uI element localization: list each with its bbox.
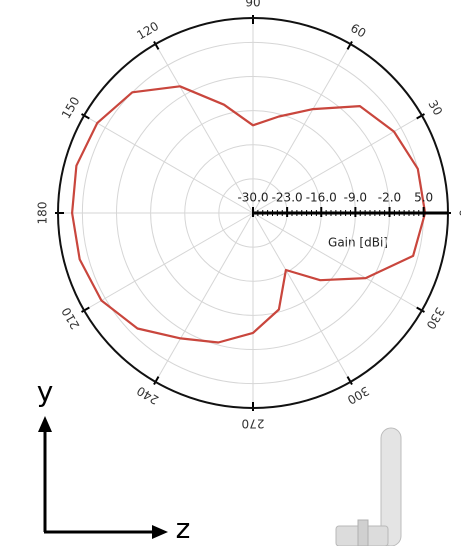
theta-tick (346, 376, 353, 385)
coordinate-axes: y z (37, 375, 191, 545)
radial-tick-label: -30.0 (237, 191, 268, 205)
radial-axis-label: Gain [dBi] (328, 236, 388, 250)
radial-tick-label: -2.0 (378, 191, 401, 205)
antenna (335, 427, 402, 546)
antenna-whip (380, 427, 402, 546)
theta-tick (346, 41, 353, 50)
grid-spoke (252, 212, 351, 383)
radial-tick-label: -23.0 (272, 191, 303, 205)
theta-tick (81, 306, 90, 313)
theta-tick (81, 113, 90, 120)
theta-tick-label: 90 (245, 0, 260, 10)
theta-tick-label: 330 (424, 305, 448, 332)
polar-grid: 0 30 60 90 120 150 180 210 240 270 300 330 (36, 0, 461, 431)
z-arrowhead (152, 525, 168, 539)
radial-tick-label: 5.0 (414, 191, 433, 205)
theta-tick (153, 41, 160, 50)
theta-tick-label: 210 (59, 305, 83, 332)
theta-tick-label: 150 (59, 94, 83, 121)
theta-tick-label: 240 (134, 384, 161, 408)
grid-spoke (155, 212, 254, 383)
theta-tick (416, 306, 425, 313)
theta-tick (153, 376, 160, 385)
theta-tick-label: 30 (425, 98, 445, 118)
theta-tick-label: 270 (242, 417, 265, 431)
grid-spoke (252, 43, 351, 214)
y-label: y (37, 375, 54, 408)
grid-spoke (252, 212, 423, 311)
grid-spoke (155, 43, 254, 214)
radial-tick-label: -9.0 (344, 191, 367, 205)
grid-spoke (83, 115, 254, 214)
theta-tick-label: 120 (134, 19, 161, 43)
theta-tick (416, 113, 425, 120)
theta-tick-label: 300 (345, 384, 372, 408)
y-arrowhead (38, 416, 52, 432)
radial-tick-label: -16.0 (306, 191, 337, 205)
z-label: z (176, 512, 191, 545)
gain-curve (71, 85, 427, 344)
theta-tick-label: 180 (36, 202, 50, 225)
antenna-joint (357, 519, 369, 546)
theta-tick-label: 60 (348, 21, 368, 41)
grid-spoke (83, 212, 254, 311)
theta-tick-label: 0 (457, 209, 461, 217)
